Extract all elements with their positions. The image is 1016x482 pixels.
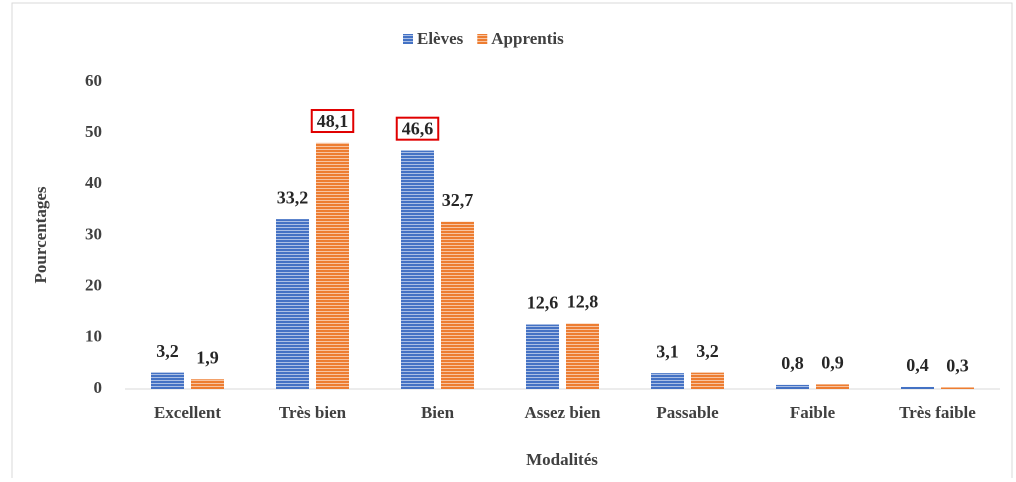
bar bbox=[901, 386, 934, 389]
bar bbox=[276, 219, 309, 389]
x-tick-label: Très faible bbox=[899, 403, 976, 422]
value-label: 48,1 bbox=[317, 111, 349, 131]
bar bbox=[401, 150, 434, 389]
x-tick-label: Très bien bbox=[279, 403, 347, 422]
value-label: 12,6 bbox=[527, 293, 559, 313]
y-tick-label: 20 bbox=[85, 276, 102, 295]
bar bbox=[526, 324, 559, 389]
x-tick-label: Bien bbox=[421, 403, 455, 422]
chart-frame bbox=[11, 2, 1013, 478]
bar bbox=[691, 372, 724, 389]
y-tick-label: 30 bbox=[85, 224, 102, 243]
y-axis-label: Pourcentages bbox=[31, 186, 50, 283]
bar bbox=[316, 142, 349, 389]
x-tick-label: Passable bbox=[656, 403, 719, 422]
value-label: 32,7 bbox=[442, 190, 474, 210]
bar bbox=[816, 384, 849, 389]
bar bbox=[441, 221, 474, 389]
legend-swatch bbox=[477, 34, 488, 44]
legend-label: Apprentis bbox=[491, 29, 564, 48]
value-label: 3,1 bbox=[656, 341, 679, 361]
value-label: 3,2 bbox=[696, 341, 719, 361]
legend-swatch bbox=[403, 34, 413, 44]
value-label: 0,3 bbox=[946, 356, 969, 376]
y-tick-label: 50 bbox=[85, 122, 102, 141]
value-label: 12,8 bbox=[567, 292, 599, 312]
y-tick-label: 40 bbox=[85, 173, 102, 192]
bar bbox=[566, 323, 599, 389]
y-tick-label: 10 bbox=[85, 327, 102, 346]
x-tick-label: Faible bbox=[790, 403, 836, 422]
label-box bbox=[395, 116, 440, 141]
value-label: 33,2 bbox=[277, 187, 309, 207]
bar bbox=[776, 384, 809, 389]
y-tick-label: 0 bbox=[94, 378, 103, 397]
bar bbox=[151, 372, 184, 389]
value-label: 3,2 bbox=[156, 341, 179, 361]
value-label: 1,9 bbox=[196, 347, 219, 367]
bar bbox=[651, 373, 684, 389]
x-axis-label: Modalités bbox=[526, 450, 598, 469]
y-tick-label: 60 bbox=[85, 71, 102, 90]
x-tick-label: Excellent bbox=[154, 403, 221, 422]
value-label: 0,9 bbox=[821, 353, 844, 373]
value-label: 0,8 bbox=[781, 353, 804, 373]
x-tick-label: Assez bien bbox=[524, 403, 601, 422]
label-box bbox=[310, 109, 355, 134]
value-label: 0,4 bbox=[906, 355, 929, 375]
value-label: 46,6 bbox=[402, 119, 434, 139]
legend-label: Elèves bbox=[417, 29, 464, 48]
bar bbox=[941, 387, 974, 389]
bar bbox=[191, 379, 224, 389]
